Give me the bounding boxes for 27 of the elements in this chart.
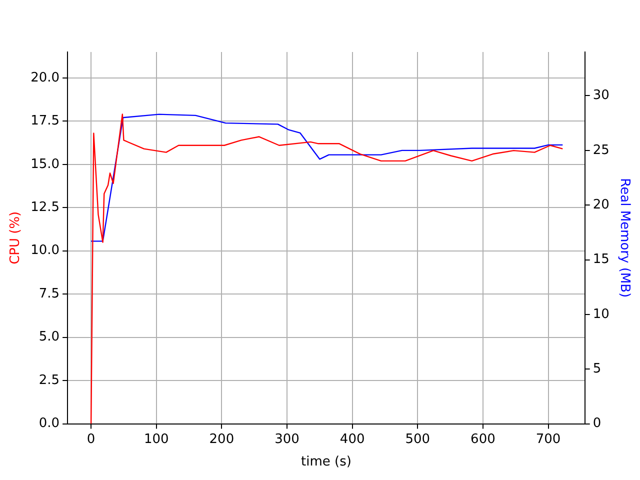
y2-axis-title: Real Memory (MB) — [616, 178, 632, 298]
y-tick-label: 20.0 — [30, 70, 60, 86]
y-tick-label: 7.5 — [38, 286, 60, 302]
x-tick-label: 500 — [405, 432, 430, 447]
x-tick-label: 100 — [144, 432, 169, 447]
x-tick-label: 700 — [536, 432, 561, 447]
y2-tick-label: 0 — [592, 416, 602, 432]
y2-tick-label: 15 — [592, 252, 610, 268]
x-tick-label: 0 — [86, 432, 96, 447]
x-tick-label: 600 — [470, 432, 496, 447]
y2-tick-label: 30 — [592, 88, 610, 104]
y-axis-title: CPU (%) — [8, 211, 24, 264]
x-tick-label: 300 — [274, 432, 300, 447]
y2-tick-label: 20 — [592, 197, 610, 212]
x-tick-label: 400 — [340, 432, 365, 447]
y-tick-label: 10.0 — [30, 243, 60, 258]
y2-tick-label: 10 — [592, 306, 610, 322]
y-tick-label: 0.0 — [38, 416, 60, 432]
x-tick-label: 200 — [209, 432, 234, 447]
y-tick-label: 12.5 — [30, 200, 60, 216]
y-tick-label: 2.5 — [38, 372, 60, 388]
y-tick-label: 15.0 — [30, 156, 60, 172]
y-tick-label: 5.0 — [38, 330, 60, 345]
x-axis-title: time (s) — [300, 454, 352, 470]
y-tick-label: 17.5 — [30, 114, 60, 129]
y2-tick-label: 5 — [592, 362, 602, 376]
y2-tick-label: 25 — [592, 142, 610, 158]
